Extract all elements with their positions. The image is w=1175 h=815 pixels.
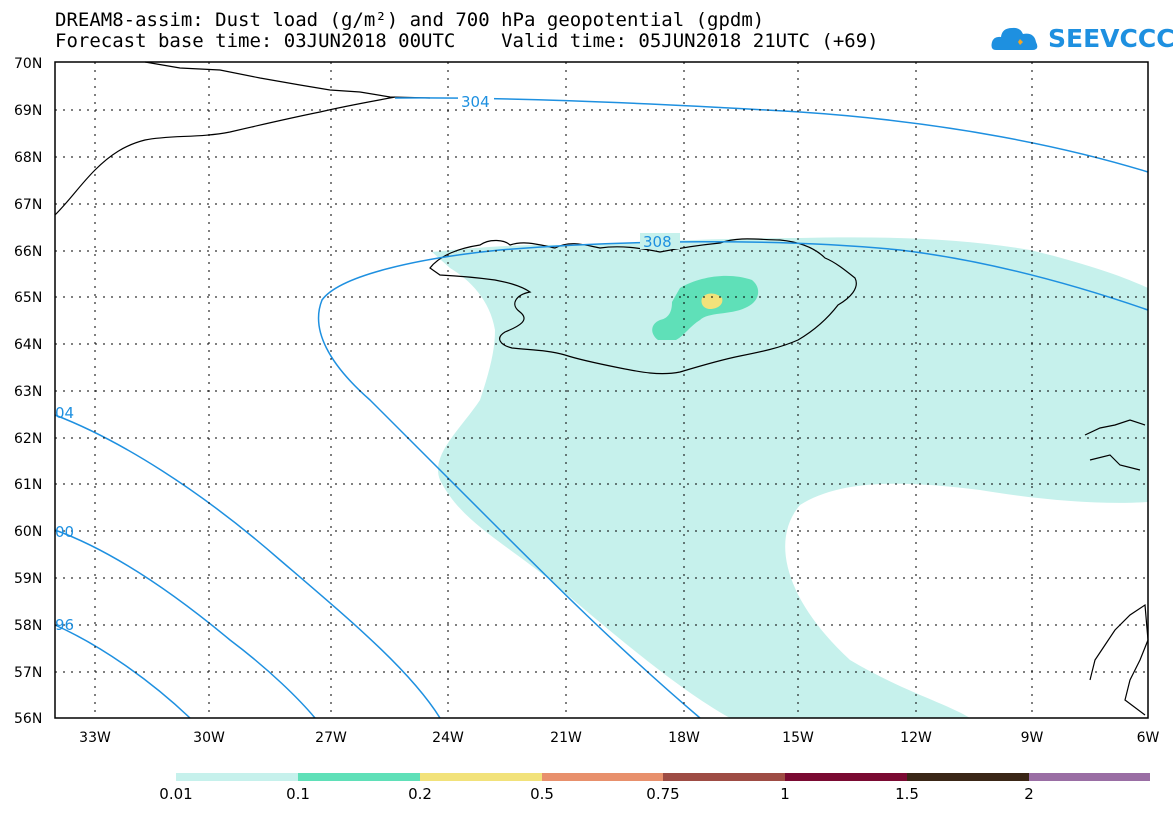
iceland-coast [429, 238, 857, 375]
lon-label: 21W [550, 730, 582, 746]
logo-text: SEEVCCC [1048, 24, 1175, 53]
colorbar-label: 1.5 [895, 785, 919, 803]
lat-label: 62N [14, 431, 43, 447]
scotland-coast [1089, 603, 1149, 716]
lat-label: 58N [14, 618, 43, 634]
lon-label: 33W [79, 730, 111, 746]
lon-label: 18W [668, 730, 700, 746]
lon-label: 27W [315, 730, 347, 746]
geopotential-contours [54, 97, 1149, 719]
lat-label: 56N [14, 711, 43, 727]
contour-label-04: 04 [55, 404, 74, 422]
coastlines [54, 61, 1149, 716]
map-frame [54, 61, 1149, 719]
lat-label: 59N [14, 571, 43, 587]
colorbar-label: 0.01 [159, 785, 193, 803]
dust-area-001 [432, 237, 1148, 718]
greenland-coast [54, 61, 431, 216]
lat-label: 70N [14, 56, 43, 72]
lat-label: 61N [14, 477, 43, 493]
lon-label: 9W [1020, 730, 1044, 746]
colorbar-swatch-6 [785, 773, 907, 781]
colorbar-label: 1 [780, 785, 790, 803]
colorbar-swatch-2 [298, 773, 420, 781]
colorbar-label: 0.75 [646, 785, 680, 803]
cloud-logo-icon [991, 27, 1038, 50]
colorbar-swatch-5 [663, 773, 785, 781]
lat-label: 63N [14, 384, 43, 400]
colorbar-label: 0.1 [286, 785, 310, 803]
colorbar-label: 0.2 [408, 785, 432, 803]
faroe-shetland-coast [1084, 419, 1146, 471]
title-line-1: DREAM8-assim: Dust load (g/m²) and 700 h… [55, 9, 765, 31]
contour-308 [317, 240, 1149, 719]
lon-label: 6W [1136, 730, 1160, 746]
colorbar-label: 0.5 [530, 785, 554, 803]
lat-label: 66N [14, 244, 43, 260]
lat-label: 68N [14, 150, 43, 166]
colorbar-swatch-8 [1029, 773, 1150, 781]
colorbar-label: 2 [1024, 785, 1034, 803]
contour-label-304: 304 [461, 93, 490, 111]
lat-label: 57N [14, 665, 43, 681]
title-line-2: Forecast base time: 03JUN2018 00UTC Vali… [55, 30, 879, 52]
lat-label: 67N [14, 197, 43, 213]
lon-label: 24W [432, 730, 464, 746]
colorbar [176, 773, 1150, 781]
lat-label: 64N [14, 337, 43, 353]
graticule [55, 62, 1148, 718]
contour-304b [54, 414, 441, 719]
colorbar-swatch-3 [420, 773, 542, 781]
dust-area-02 [701, 293, 723, 309]
contour-label-00: 00 [55, 523, 74, 541]
lon-label: 30W [193, 730, 225, 746]
dust-area-01 [652, 275, 759, 340]
lat-label: 60N [14, 524, 43, 540]
colorbar-swatch-7 [907, 773, 1029, 781]
lat-label: 69N [14, 103, 43, 119]
contour-label-96: 96 [55, 616, 74, 634]
colorbar-swatch-1 [176, 773, 298, 781]
contour-300 [54, 529, 316, 719]
lon-label: 12W [900, 730, 932, 746]
lon-label: 15W [782, 730, 814, 746]
contour-296 [54, 624, 191, 719]
contour-304 [394, 97, 1149, 173]
colorbar-swatch-4 [542, 773, 663, 781]
lat-label: 65N [14, 290, 43, 306]
contour-label-308: 308 [643, 233, 672, 251]
